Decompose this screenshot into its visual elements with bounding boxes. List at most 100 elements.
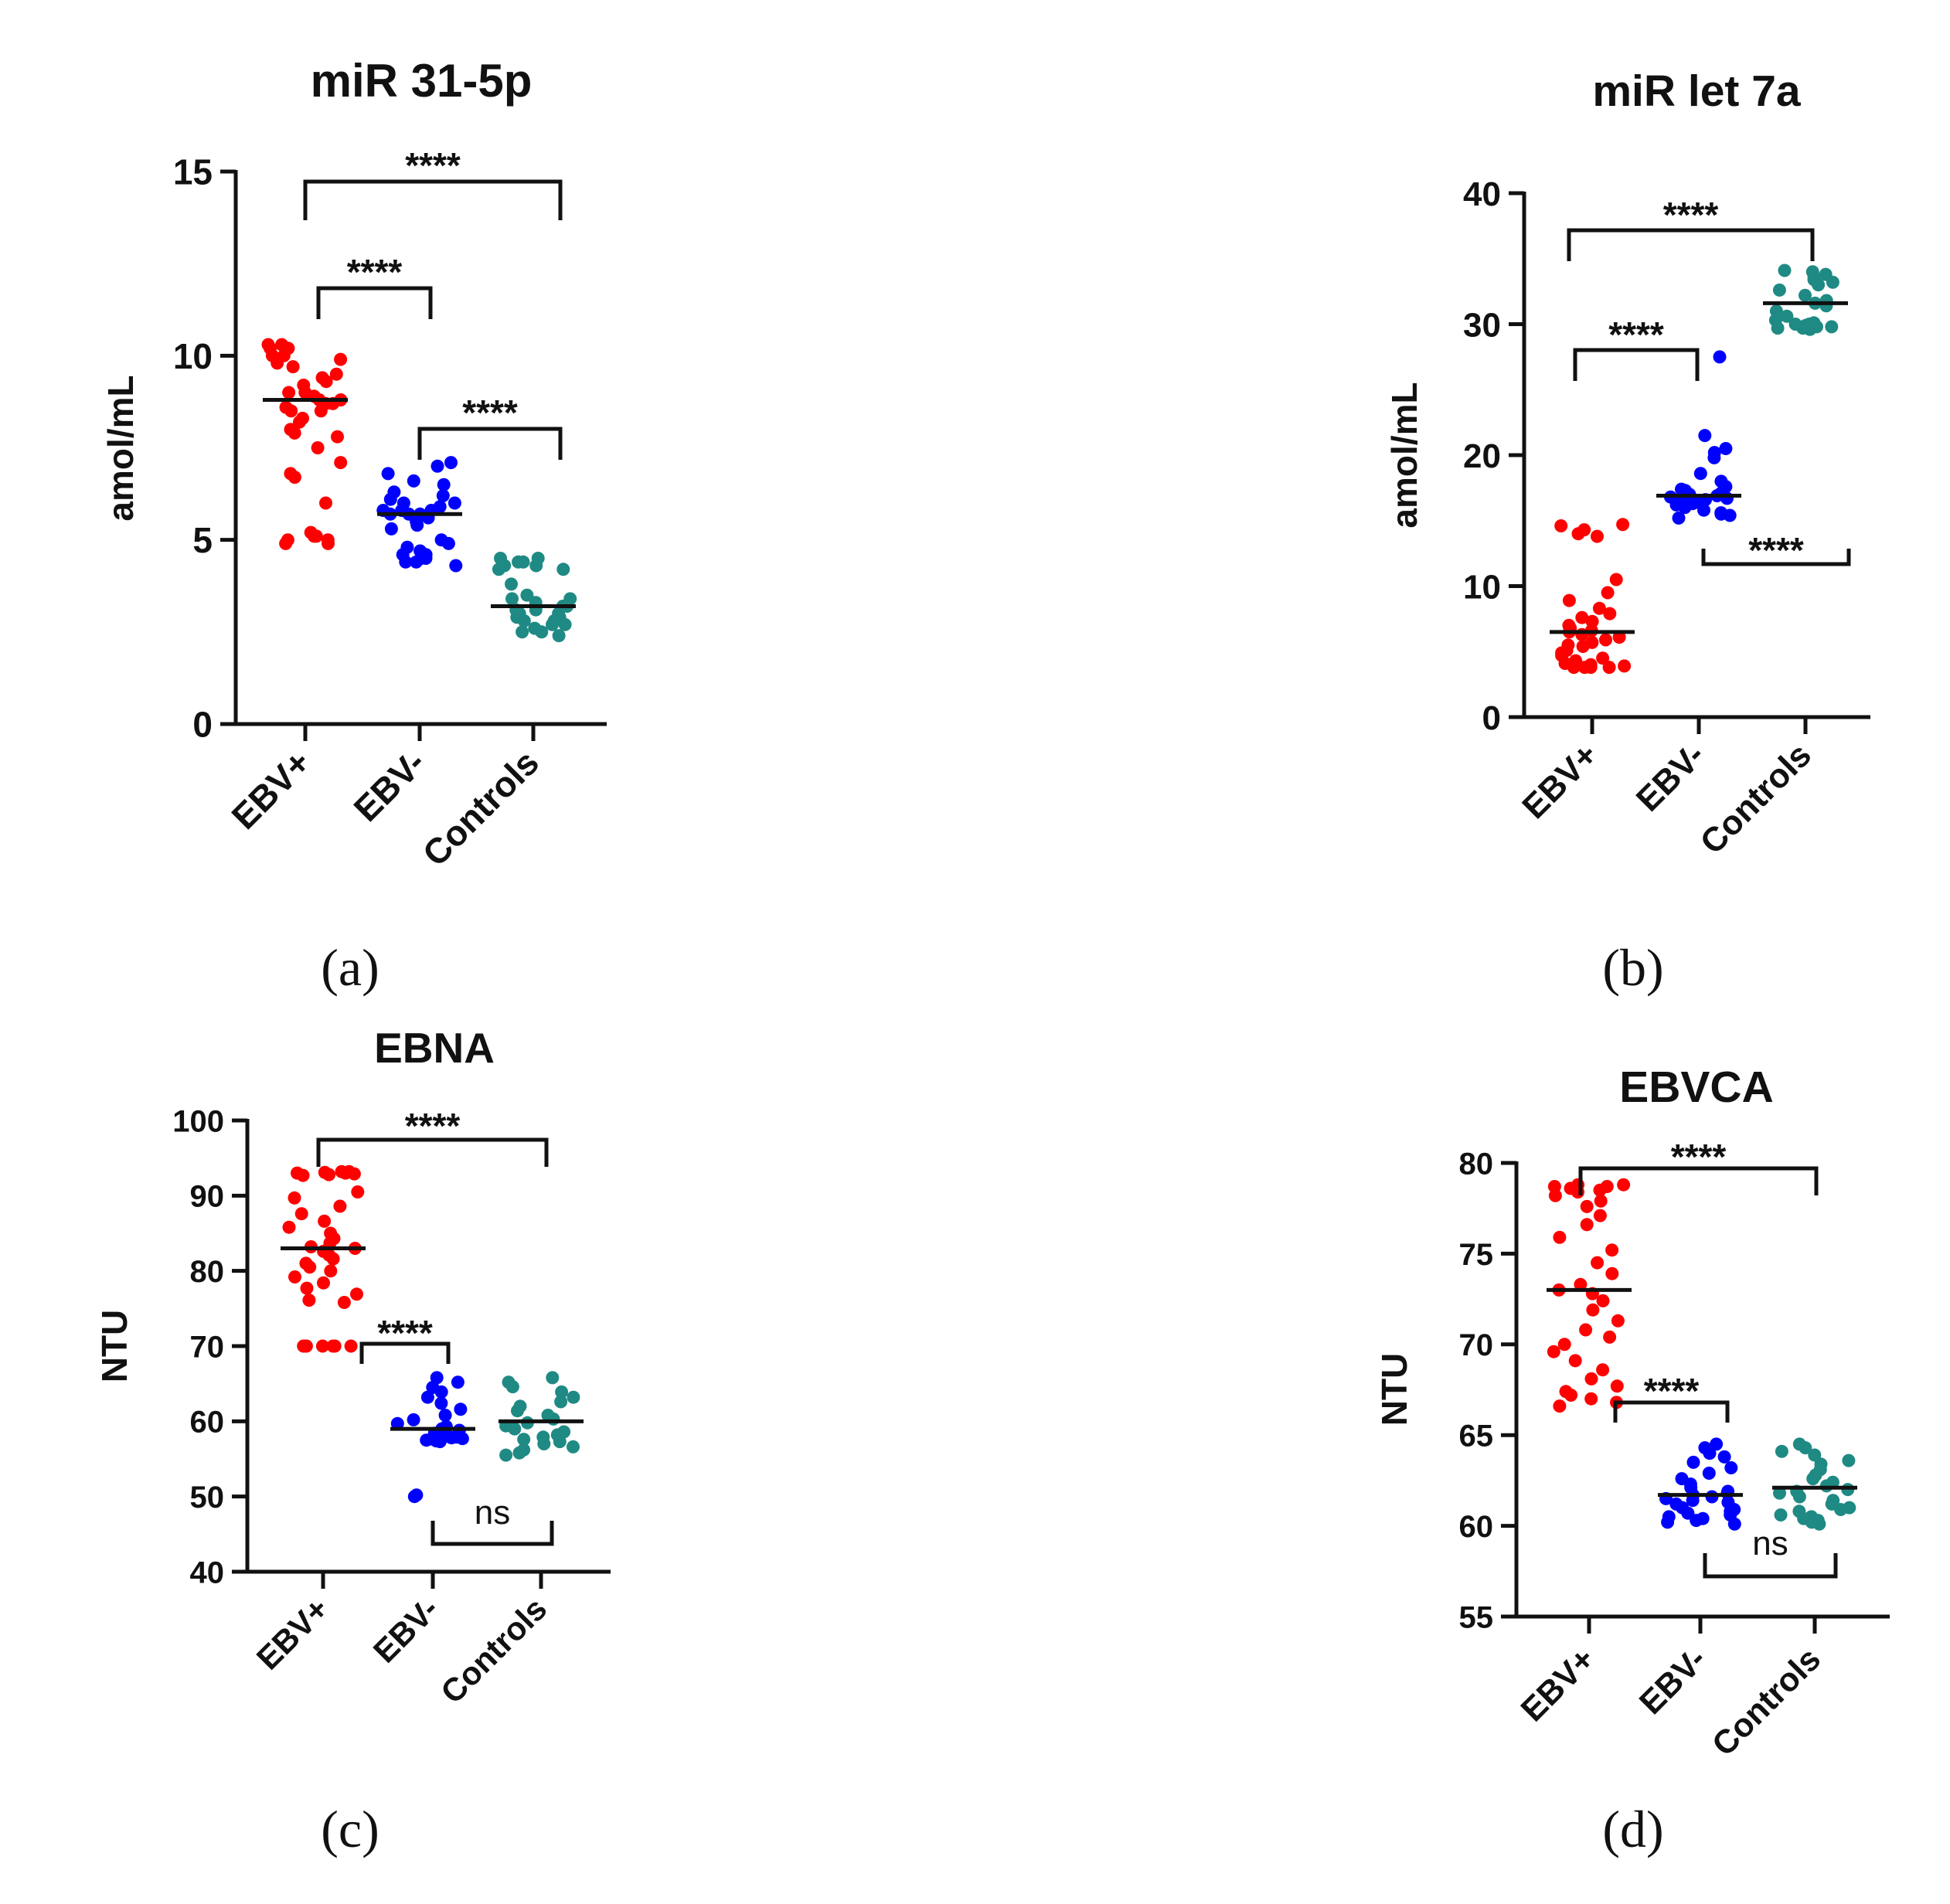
significance-bracket — [1701, 549, 1851, 566]
data-point — [1799, 288, 1812, 302]
data-point — [311, 441, 325, 454]
data-point — [1580, 1199, 1594, 1213]
significance-label: ns — [475, 1494, 510, 1532]
x-tick-label: Controls — [434, 1590, 553, 1710]
y-tick-label: 60 — [1459, 1510, 1494, 1544]
data-point — [288, 1270, 301, 1284]
y-tick-label: 55 — [1459, 1600, 1494, 1634]
data-point — [1771, 321, 1785, 335]
data-point — [1576, 640, 1590, 653]
y-tick-label: 0 — [192, 705, 213, 745]
data-point — [284, 404, 298, 418]
y-tick-label: 65 — [1459, 1420, 1494, 1454]
data-point — [1686, 1455, 1700, 1469]
data-point — [1584, 1392, 1598, 1406]
data-point — [333, 1199, 347, 1213]
data-point — [1609, 573, 1623, 586]
y-axis-label: NTU — [94, 1310, 134, 1383]
chart-panel-2: miR let 7a amol/mL 0 10 20 30 40 EBV+ EBV-Contro… — [1384, 66, 1870, 997]
data-point — [319, 496, 332, 510]
data-point — [1819, 299, 1833, 313]
data-point — [433, 1435, 447, 1449]
significance-bracket — [1573, 348, 1700, 381]
data-point — [288, 1191, 301, 1205]
data-point — [407, 474, 420, 488]
data-point — [505, 577, 518, 591]
data-point — [384, 522, 398, 536]
y-tick-label: 50 — [190, 1481, 225, 1515]
data-point — [1713, 350, 1727, 364]
data-point — [329, 367, 343, 381]
data-point — [1592, 601, 1606, 615]
data-point — [303, 1260, 317, 1274]
data-point — [505, 1380, 519, 1394]
y-tick-label: 30 — [1463, 306, 1501, 344]
data-point — [512, 1446, 526, 1460]
data-point — [546, 617, 559, 631]
data-point — [334, 456, 348, 470]
data-point — [279, 536, 293, 550]
data-point — [314, 404, 328, 418]
data-point — [300, 1281, 314, 1295]
data-point — [567, 1440, 580, 1454]
significance-bracket — [303, 179, 563, 220]
data-point — [552, 629, 566, 643]
data-point — [1803, 322, 1817, 336]
x-tick-label: Controls — [415, 742, 546, 873]
data-point — [344, 1339, 358, 1353]
data-point — [499, 1448, 513, 1462]
data-point — [448, 496, 461, 510]
data-point — [318, 1214, 332, 1228]
y-tick-label: 60 — [190, 1406, 225, 1440]
data-point — [1842, 1454, 1856, 1467]
data-point — [1548, 1188, 1562, 1202]
chart-title: miR 31-5p — [311, 55, 533, 107]
data-point — [1678, 501, 1692, 515]
significance-label: **** — [1748, 530, 1804, 570]
data-point — [1591, 529, 1604, 543]
data-point — [1571, 527, 1585, 541]
y-tick-label: 90 — [190, 1180, 225, 1214]
chart-panel-1: miR 31-5p amol/mL 0 5 10 15 EBV+ EBV-Controls **… — [100, 55, 607, 997]
x-tick-label: Controls — [1693, 736, 1819, 862]
data-point — [383, 492, 397, 506]
significance-label: **** — [347, 252, 403, 292]
data-point — [1564, 1389, 1578, 1402]
data-point — [1596, 1363, 1610, 1377]
y-tick-label: 20 — [1463, 437, 1501, 475]
data-point — [441, 536, 455, 550]
data-point — [302, 1294, 316, 1307]
data-point — [1825, 320, 1839, 334]
significance-bracket — [316, 1137, 549, 1167]
data-point — [505, 592, 519, 606]
data-point — [1834, 1503, 1848, 1516]
data-point — [546, 1371, 560, 1385]
data-point — [322, 536, 335, 550]
data-point — [1719, 442, 1733, 455]
data-point — [1605, 1266, 1619, 1280]
data-point — [1717, 1450, 1731, 1464]
data-point — [508, 1422, 522, 1436]
y-axis-label: amol/mL — [100, 375, 141, 521]
data-point — [1562, 593, 1576, 607]
data-point — [554, 1395, 568, 1409]
data-point — [1574, 1277, 1588, 1291]
data-point — [1720, 491, 1734, 505]
data-point — [1778, 264, 1792, 277]
data-point — [436, 489, 450, 502]
data-point — [381, 467, 395, 481]
data-point — [296, 1168, 310, 1182]
data-point — [449, 559, 463, 573]
x-tick-label: EBV- — [1629, 736, 1712, 818]
data-point — [511, 1404, 524, 1418]
data-point — [438, 1409, 452, 1422]
data-point — [324, 1264, 338, 1278]
chart-title: EBNA — [374, 1024, 495, 1072]
data-point — [455, 1432, 469, 1446]
data-point — [1792, 1490, 1806, 1504]
significance-bracket — [417, 427, 563, 460]
y-tick-label: 15 — [173, 152, 213, 192]
data-point — [1557, 1338, 1571, 1352]
data-point — [294, 1207, 308, 1221]
data-point — [350, 1287, 363, 1301]
